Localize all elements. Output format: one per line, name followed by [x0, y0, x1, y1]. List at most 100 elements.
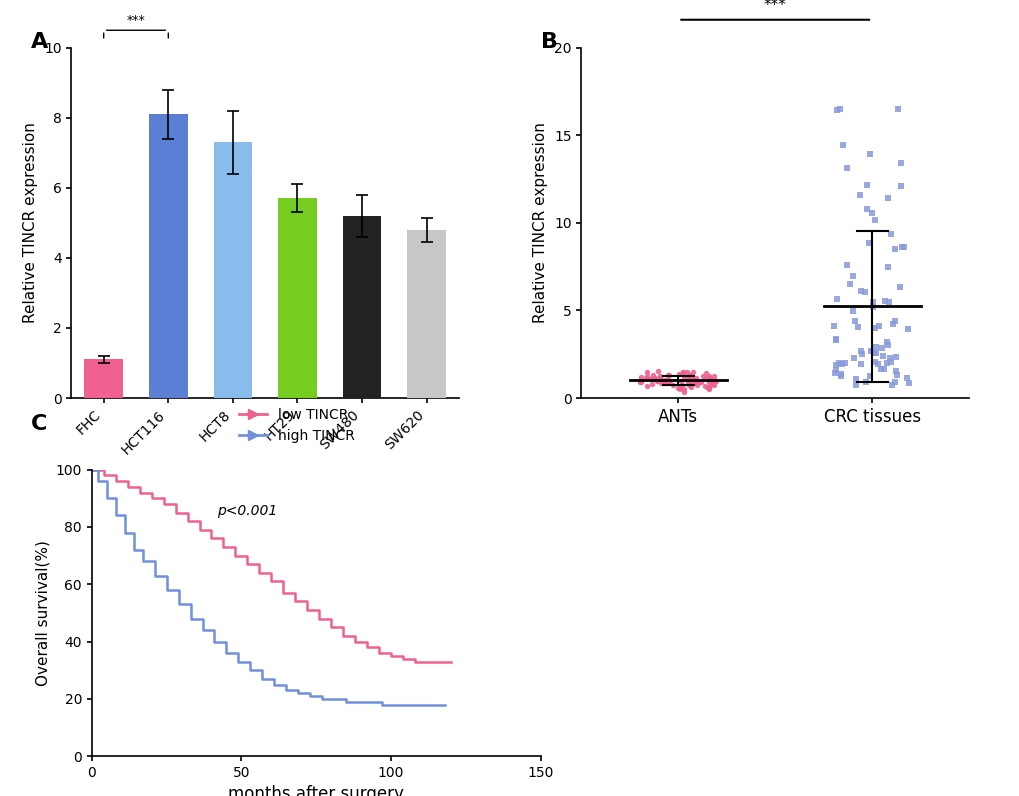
Point	[827, 364, 844, 377]
Point	[827, 292, 844, 305]
Point	[867, 347, 883, 360]
Point	[866, 213, 882, 226]
Point	[703, 374, 719, 387]
Point	[832, 370, 848, 383]
Point	[697, 379, 713, 392]
Point	[679, 373, 695, 385]
Point	[884, 318, 901, 331]
Point	[893, 179, 909, 192]
Point	[862, 345, 878, 357]
Point	[638, 365, 654, 378]
Point	[847, 373, 863, 385]
Point	[638, 380, 654, 392]
Point	[846, 315, 862, 328]
Point	[682, 380, 698, 393]
Point	[694, 370, 710, 383]
Bar	[278, 198, 317, 398]
Point	[671, 383, 687, 396]
Legend: low TINCR, high TINCR: low TINCR, high TINCR	[233, 402, 360, 448]
Bar	[85, 360, 123, 398]
Point	[826, 366, 843, 379]
Point	[846, 352, 862, 365]
Point	[692, 376, 708, 388]
Point	[864, 300, 880, 313]
Point	[826, 334, 843, 347]
Point	[860, 236, 876, 249]
Point	[661, 375, 678, 388]
Point	[865, 347, 881, 360]
Point	[850, 321, 866, 334]
Point	[680, 377, 696, 389]
Point	[700, 376, 716, 388]
Point	[651, 369, 667, 382]
Point	[832, 367, 848, 380]
Point	[643, 373, 659, 385]
Point	[682, 377, 698, 389]
Text: ***: ***	[763, 0, 786, 13]
Point	[678, 366, 694, 379]
Text: ***: ***	[126, 14, 146, 27]
Point	[852, 357, 868, 370]
Point	[638, 369, 654, 382]
Point	[674, 365, 690, 378]
Point	[830, 103, 847, 115]
Point	[844, 270, 860, 283]
Point	[705, 369, 721, 382]
Point	[888, 365, 904, 377]
Point	[660, 369, 677, 381]
Point	[900, 377, 916, 389]
Point	[648, 375, 664, 388]
Point	[691, 376, 707, 388]
Point	[646, 372, 662, 384]
Point	[656, 373, 673, 386]
Point	[881, 356, 898, 369]
Point	[863, 207, 879, 220]
Point	[851, 189, 867, 201]
Point	[878, 338, 895, 351]
Point	[682, 373, 698, 385]
Point	[867, 341, 883, 353]
Point	[687, 375, 703, 388]
Point	[864, 295, 880, 308]
Point	[854, 347, 870, 360]
Point	[852, 284, 868, 297]
Point	[680, 371, 696, 384]
Point	[830, 357, 847, 369]
Point	[703, 373, 719, 386]
X-axis label: months after surgery: months after surgery	[228, 786, 404, 796]
Point	[827, 333, 844, 345]
Point	[878, 357, 895, 369]
Point	[658, 376, 675, 388]
Point	[838, 259, 854, 271]
Text: C: C	[31, 414, 47, 434]
Point	[674, 379, 690, 392]
Point	[828, 103, 845, 116]
Point	[891, 281, 907, 294]
Point	[837, 357, 853, 369]
Text: p<0.001: p<0.001	[217, 504, 277, 518]
Point	[857, 376, 873, 388]
Point	[649, 364, 665, 377]
Point	[644, 369, 660, 381]
Point	[659, 373, 676, 385]
Point	[879, 295, 896, 308]
Point	[827, 358, 844, 371]
Point	[890, 103, 906, 115]
Point	[858, 178, 874, 191]
Point	[887, 243, 903, 256]
Point	[664, 379, 681, 392]
Point	[870, 319, 887, 332]
Point	[858, 203, 874, 216]
Point	[844, 304, 860, 317]
Point	[681, 369, 697, 381]
Point	[871, 362, 888, 375]
Point	[704, 375, 720, 388]
Point	[655, 377, 672, 389]
Point	[681, 378, 697, 391]
Y-axis label: Relative TINCR expression: Relative TINCR expression	[23, 123, 39, 323]
Bar	[149, 115, 187, 398]
Point	[689, 378, 705, 391]
Point	[697, 367, 713, 380]
Point	[873, 349, 890, 362]
Point	[880, 351, 897, 364]
